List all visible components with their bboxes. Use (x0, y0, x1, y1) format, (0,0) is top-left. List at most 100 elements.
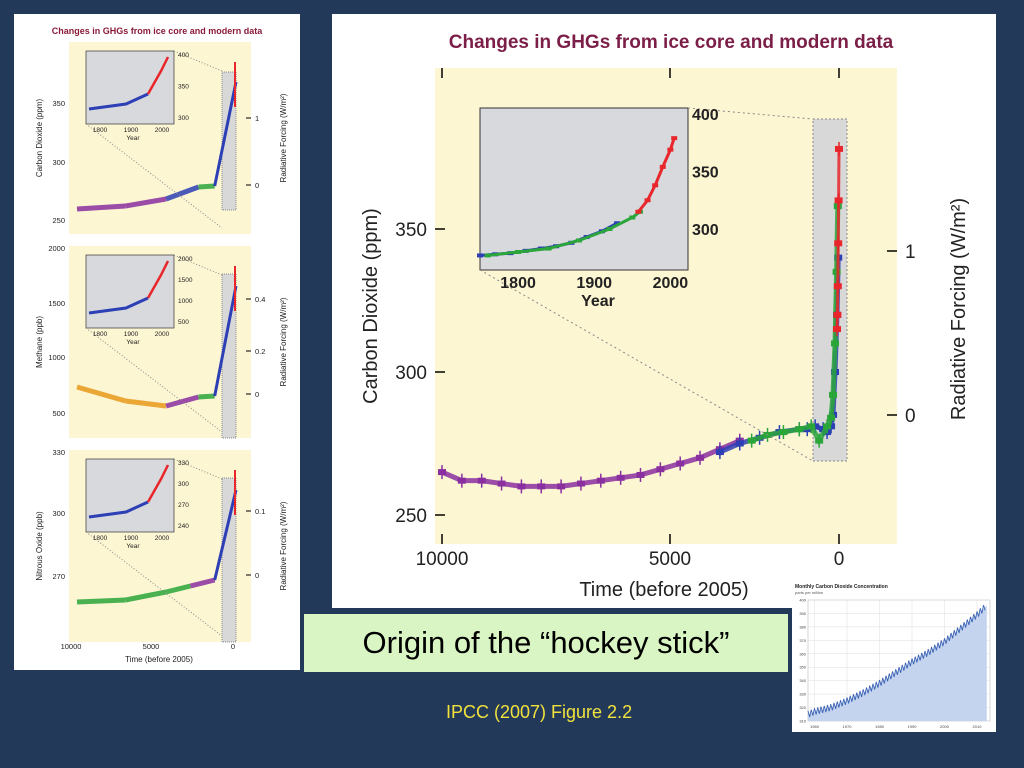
monthly-x-tick-label: 1980 (875, 724, 885, 729)
main-chart-panel: Changes in GHGs from ice core and modern… (332, 14, 996, 608)
x-tick-label: 5000 (649, 549, 691, 570)
monthly-y-tick-label: 350 (799, 665, 806, 670)
small-inset-x-tick-label: 2000 (155, 535, 170, 542)
monthly-chart-title: Monthly Carbon Dioxide Concentration (795, 584, 888, 590)
connector-line (687, 107, 814, 120)
connector-line (479, 269, 814, 462)
small-panel: 500 1000 1500 2000 0 0.2 0.4 Methane (ppb) Radia… (35, 244, 288, 439)
small-inset-y-tick-label: 500 (178, 319, 189, 326)
monthly-y-tick-label: 390 (799, 611, 806, 616)
small-inset-x-tick-label: 1800 (93, 331, 108, 338)
small-inset-y-tick-label: 1500 (178, 277, 193, 284)
small-y2-tick-label: 0 (255, 571, 259, 580)
monthly-chart-subtitle: parts per million (795, 590, 823, 595)
small-y-tick-label: 1000 (48, 353, 65, 362)
small-inset-background (85, 50, 175, 125)
small-y-tick-label: 2000 (48, 244, 65, 253)
monthly-y-tick-label: 380 (799, 624, 806, 629)
inset-series-line (637, 137, 676, 213)
monthly-line (807, 605, 986, 718)
small-series-segment (165, 583, 191, 595)
small-inset-modern (146, 464, 170, 503)
small-y2-tick-label: 0.1 (255, 507, 265, 516)
monthly-co2-panel: Monthly Carbon Dioxide Concentration par… (792, 578, 996, 732)
inset-background (479, 107, 689, 271)
inset-series (635, 136, 678, 214)
inset-x-tick-label: 1900 (576, 275, 612, 292)
monthly-y-tick-label: 360 (799, 651, 806, 656)
small-inset-x-axis-label: Year (126, 135, 140, 142)
y2-axis-label: Radiative Forcing (W/m²) (948, 198, 970, 420)
monthly-area (808, 605, 987, 721)
monthly-co2-svg: Monthly Carbon Dioxide Concentration par… (795, 584, 991, 729)
inset-point (671, 136, 678, 141)
small-y-tick-label: 350 (52, 99, 65, 108)
small-y2-tick-label: 0.4 (255, 295, 265, 304)
monthly-x-tick-label: 1970 (843, 724, 853, 729)
small-series-segment (189, 577, 216, 589)
small-y-tick-label: 250 (52, 216, 65, 225)
inset-x-tick-label: 2000 (653, 275, 689, 292)
small-inset-background (85, 458, 175, 533)
monthly-x-tick-label: 1990 (908, 724, 918, 729)
small-y-tick-label: 500 (52, 409, 65, 418)
small-y2-axis-label: Radiative Forcing (W/m²) (279, 297, 288, 386)
y2-tick-label: 0 (905, 406, 916, 427)
small-x-axis-label: Time (before 2005) (125, 655, 193, 664)
inset-series-line (487, 210, 641, 257)
inset-y-tick-label: 400 (692, 107, 719, 124)
small-inset-x-tick-label: 1900 (124, 127, 139, 134)
y-axis-label: Carbon Dioxide (ppm) (360, 208, 382, 404)
data-series (833, 141, 843, 337)
small-y2-axis-label: Radiative Forcing (W/m²) (279, 501, 288, 590)
small-inset-curve (88, 500, 149, 519)
caption-box: Origin of the “hockey stick” (304, 614, 788, 672)
small-inset-y-tick-label: 300 (178, 115, 189, 122)
small-inset-modern (146, 56, 170, 95)
small-series-segment (165, 184, 200, 202)
inset-point (484, 253, 491, 258)
small-inset-y-tick-label: 350 (178, 84, 189, 91)
series-line (835, 148, 841, 330)
small-inset-x-axis-label: Year (126, 543, 140, 550)
y-tick-label: 350 (395, 220, 427, 241)
main-chart-title: Changes in GHGs from ice core and modern… (449, 32, 894, 53)
small-series-segment (125, 398, 167, 409)
y-tick-label: 250 (395, 506, 427, 527)
inset-point (477, 253, 483, 258)
small-inset-x-tick-label: 1800 (93, 535, 108, 542)
small-figure-title: Changes in GHGs from ice core and modern… (52, 26, 264, 36)
small-inset-y-tick-label: 240 (178, 523, 189, 530)
left-figure-svg: Changes in GHGs from ice core and modern… (35, 26, 288, 664)
small-inset-y-tick-label: 270 (178, 502, 189, 509)
x-tick-label: 0 (834, 549, 845, 570)
small-zoom-box (221, 477, 237, 643)
monthly-y-tick-label: 370 (799, 638, 806, 643)
small-y-axis-label: Methane (ppb) (35, 316, 44, 368)
small-series-segment (76, 384, 127, 404)
monthly-y-tick-label: 310 (799, 719, 806, 724)
small-inset-x-tick-label: 1800 (93, 127, 108, 134)
small-y-tick-label: 330 (52, 448, 65, 457)
inset-x-tick-label: 1800 (500, 275, 536, 292)
small-inset-y-tick-label: 300 (178, 481, 189, 488)
monthly-x-tick-label: 2000 (940, 724, 950, 729)
source-credit: IPCC (2007) Figure 2.2 (446, 702, 633, 722)
left-figure-panel: Changes in GHGs from ice core and modern… (14, 14, 300, 670)
small-inset-y-tick-label: 1000 (178, 298, 193, 305)
small-y-axis-label: Carbon Dioxide (ppm) (35, 99, 44, 178)
small-y2-axis-label: Radiative Forcing (W/m²) (279, 93, 288, 182)
small-y-tick-label: 300 (52, 509, 65, 518)
monthly-x-tick-label: 1960 (810, 724, 820, 729)
small-series-segment (198, 183, 215, 190)
series-line (441, 438, 741, 489)
x-axis-label: Time (before 2005) (579, 579, 748, 601)
monthly-y-tick-label: 320 (799, 705, 806, 710)
small-inset-curve (88, 296, 149, 315)
inset-y-tick-label: 300 (692, 222, 719, 239)
small-y2-tick-label: 0 (255, 181, 259, 190)
monthly-x-tick-label: 2010 (973, 724, 983, 729)
small-inset-x-tick-label: 2000 (155, 331, 170, 338)
small-inset-x-tick-label: 1900 (124, 331, 139, 338)
small-inset-curve (88, 92, 149, 111)
